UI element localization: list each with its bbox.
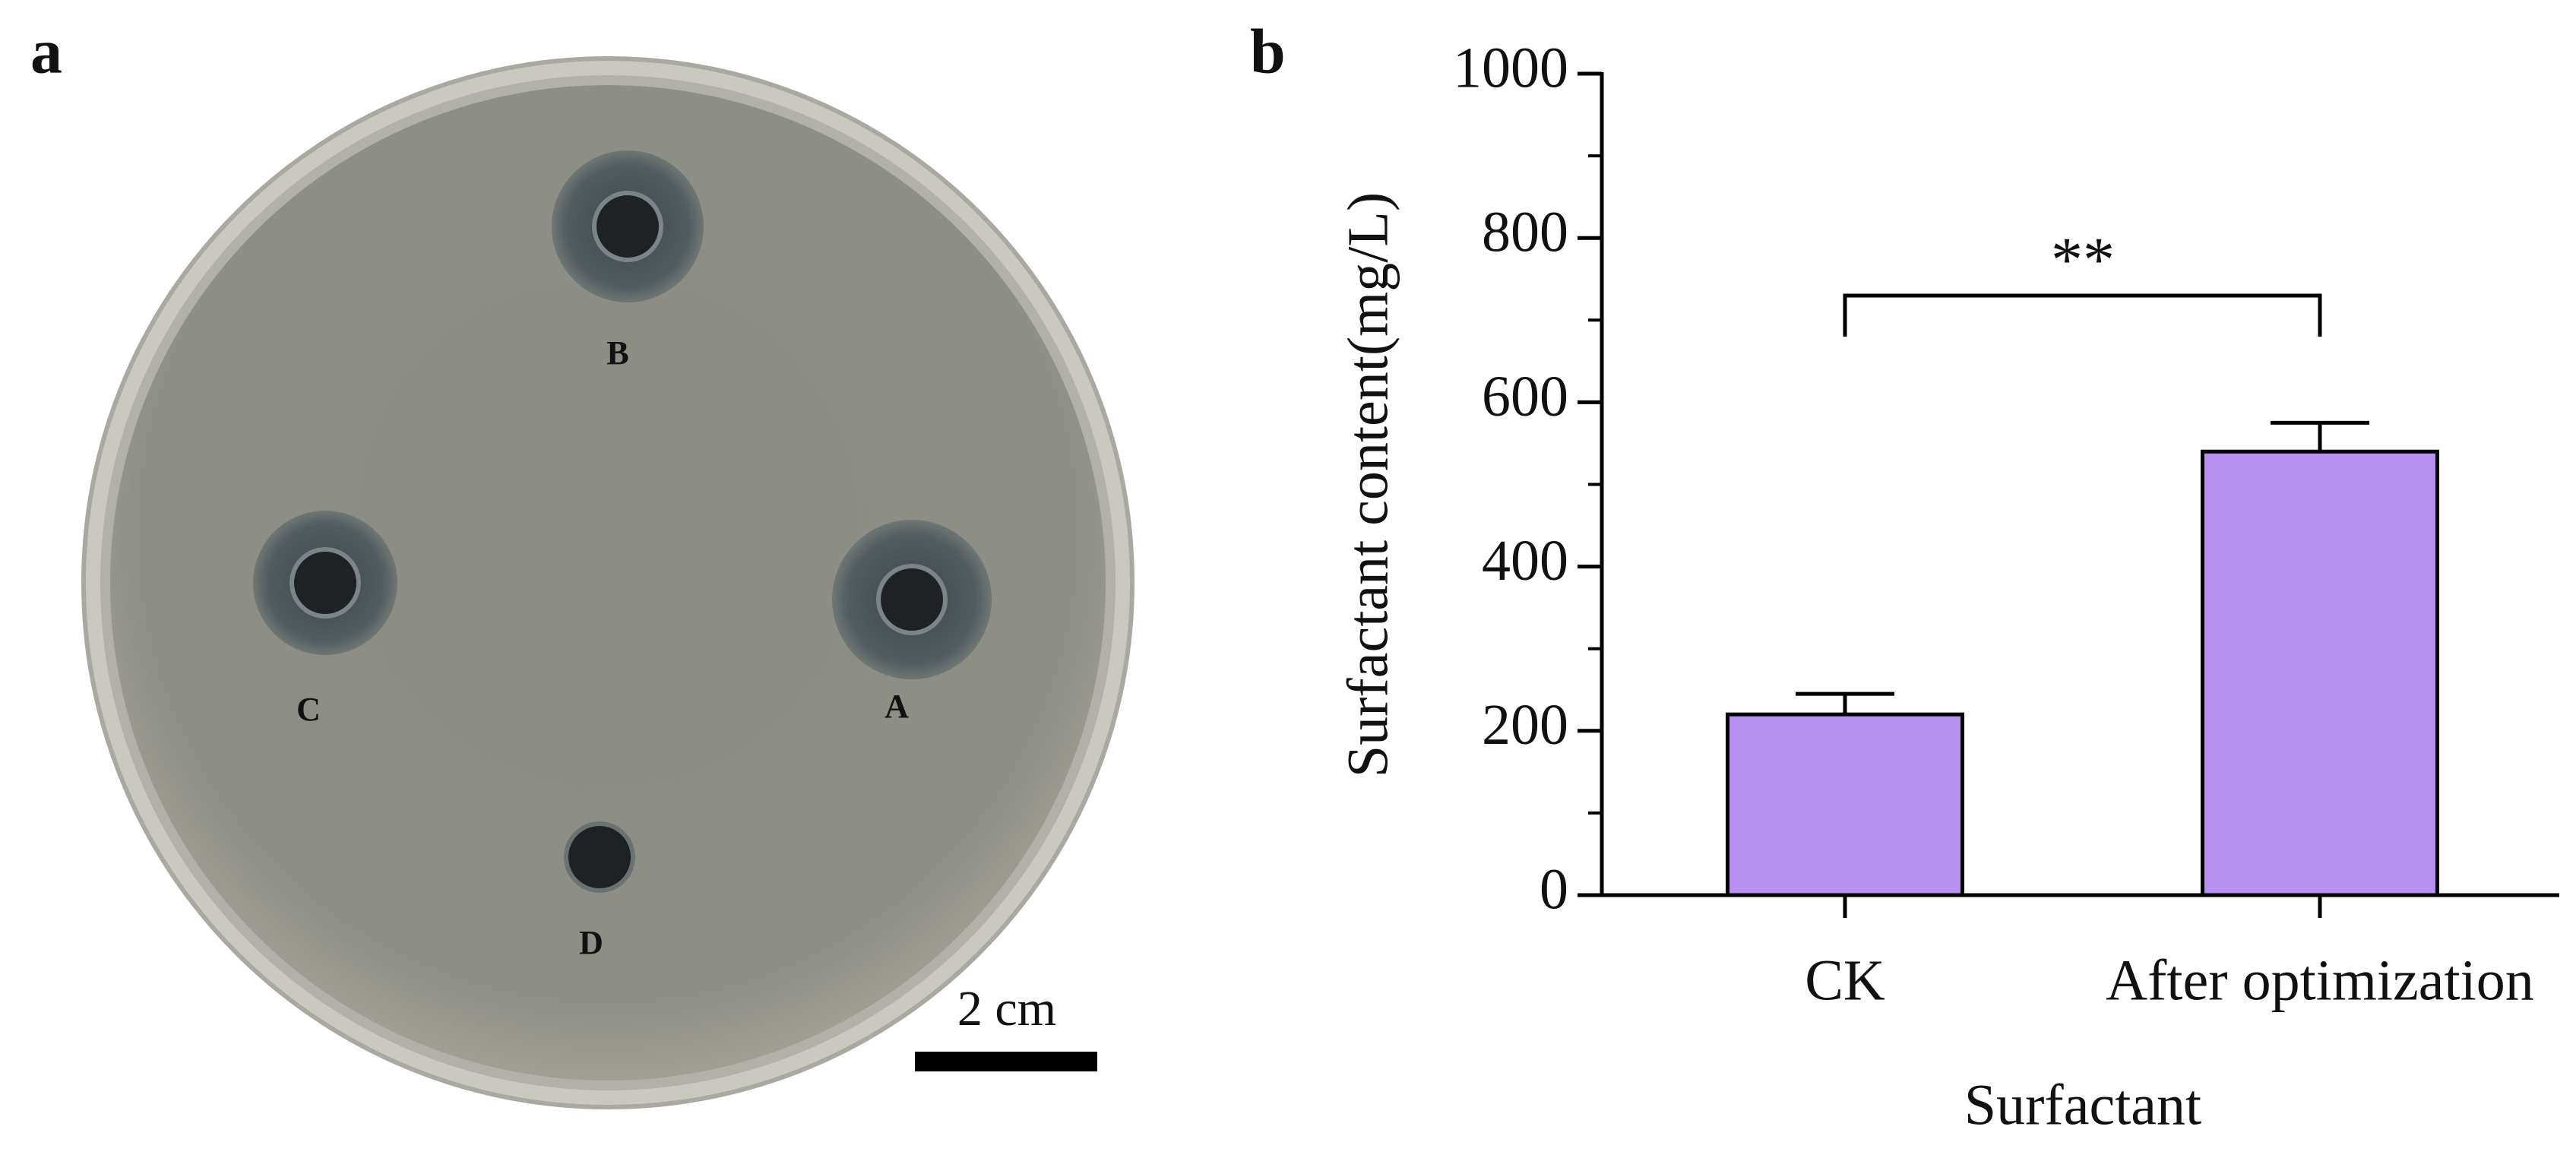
x-tick-label: After optimization bbox=[2106, 948, 2534, 1012]
y-tick-label: 200 bbox=[1482, 693, 1568, 757]
petri-dish bbox=[81, 56, 1135, 1109]
x-axis-title: Surfactant bbox=[1964, 1073, 2201, 1137]
significance-bracket bbox=[1843, 293, 2322, 337]
y-tick-label: 1000 bbox=[1453, 36, 1568, 100]
bar bbox=[2201, 449, 2439, 897]
y-tick-label: 600 bbox=[1482, 365, 1568, 429]
y-tick-label: 800 bbox=[1482, 201, 1568, 264]
significance-label: ** bbox=[2051, 224, 2115, 295]
well-label: B bbox=[606, 334, 628, 372]
scale-bar bbox=[915, 1052, 1097, 1071]
y-tick-label: 0 bbox=[1540, 857, 1568, 921]
panel-label: a bbox=[30, 16, 62, 87]
x-tick-label: CK bbox=[1805, 948, 1885, 1012]
y-axis-title: Surfactant content(mg/L) bbox=[1336, 192, 1400, 777]
y-tick-label: 400 bbox=[1482, 529, 1568, 593]
well-label: A bbox=[885, 688, 909, 725]
panel-label: b bbox=[1250, 16, 1286, 87]
well-label: C bbox=[296, 691, 321, 728]
well-label: D bbox=[579, 924, 603, 961]
bar bbox=[1726, 712, 1964, 897]
scale-bar-label: 2 cm bbox=[957, 981, 1056, 1036]
